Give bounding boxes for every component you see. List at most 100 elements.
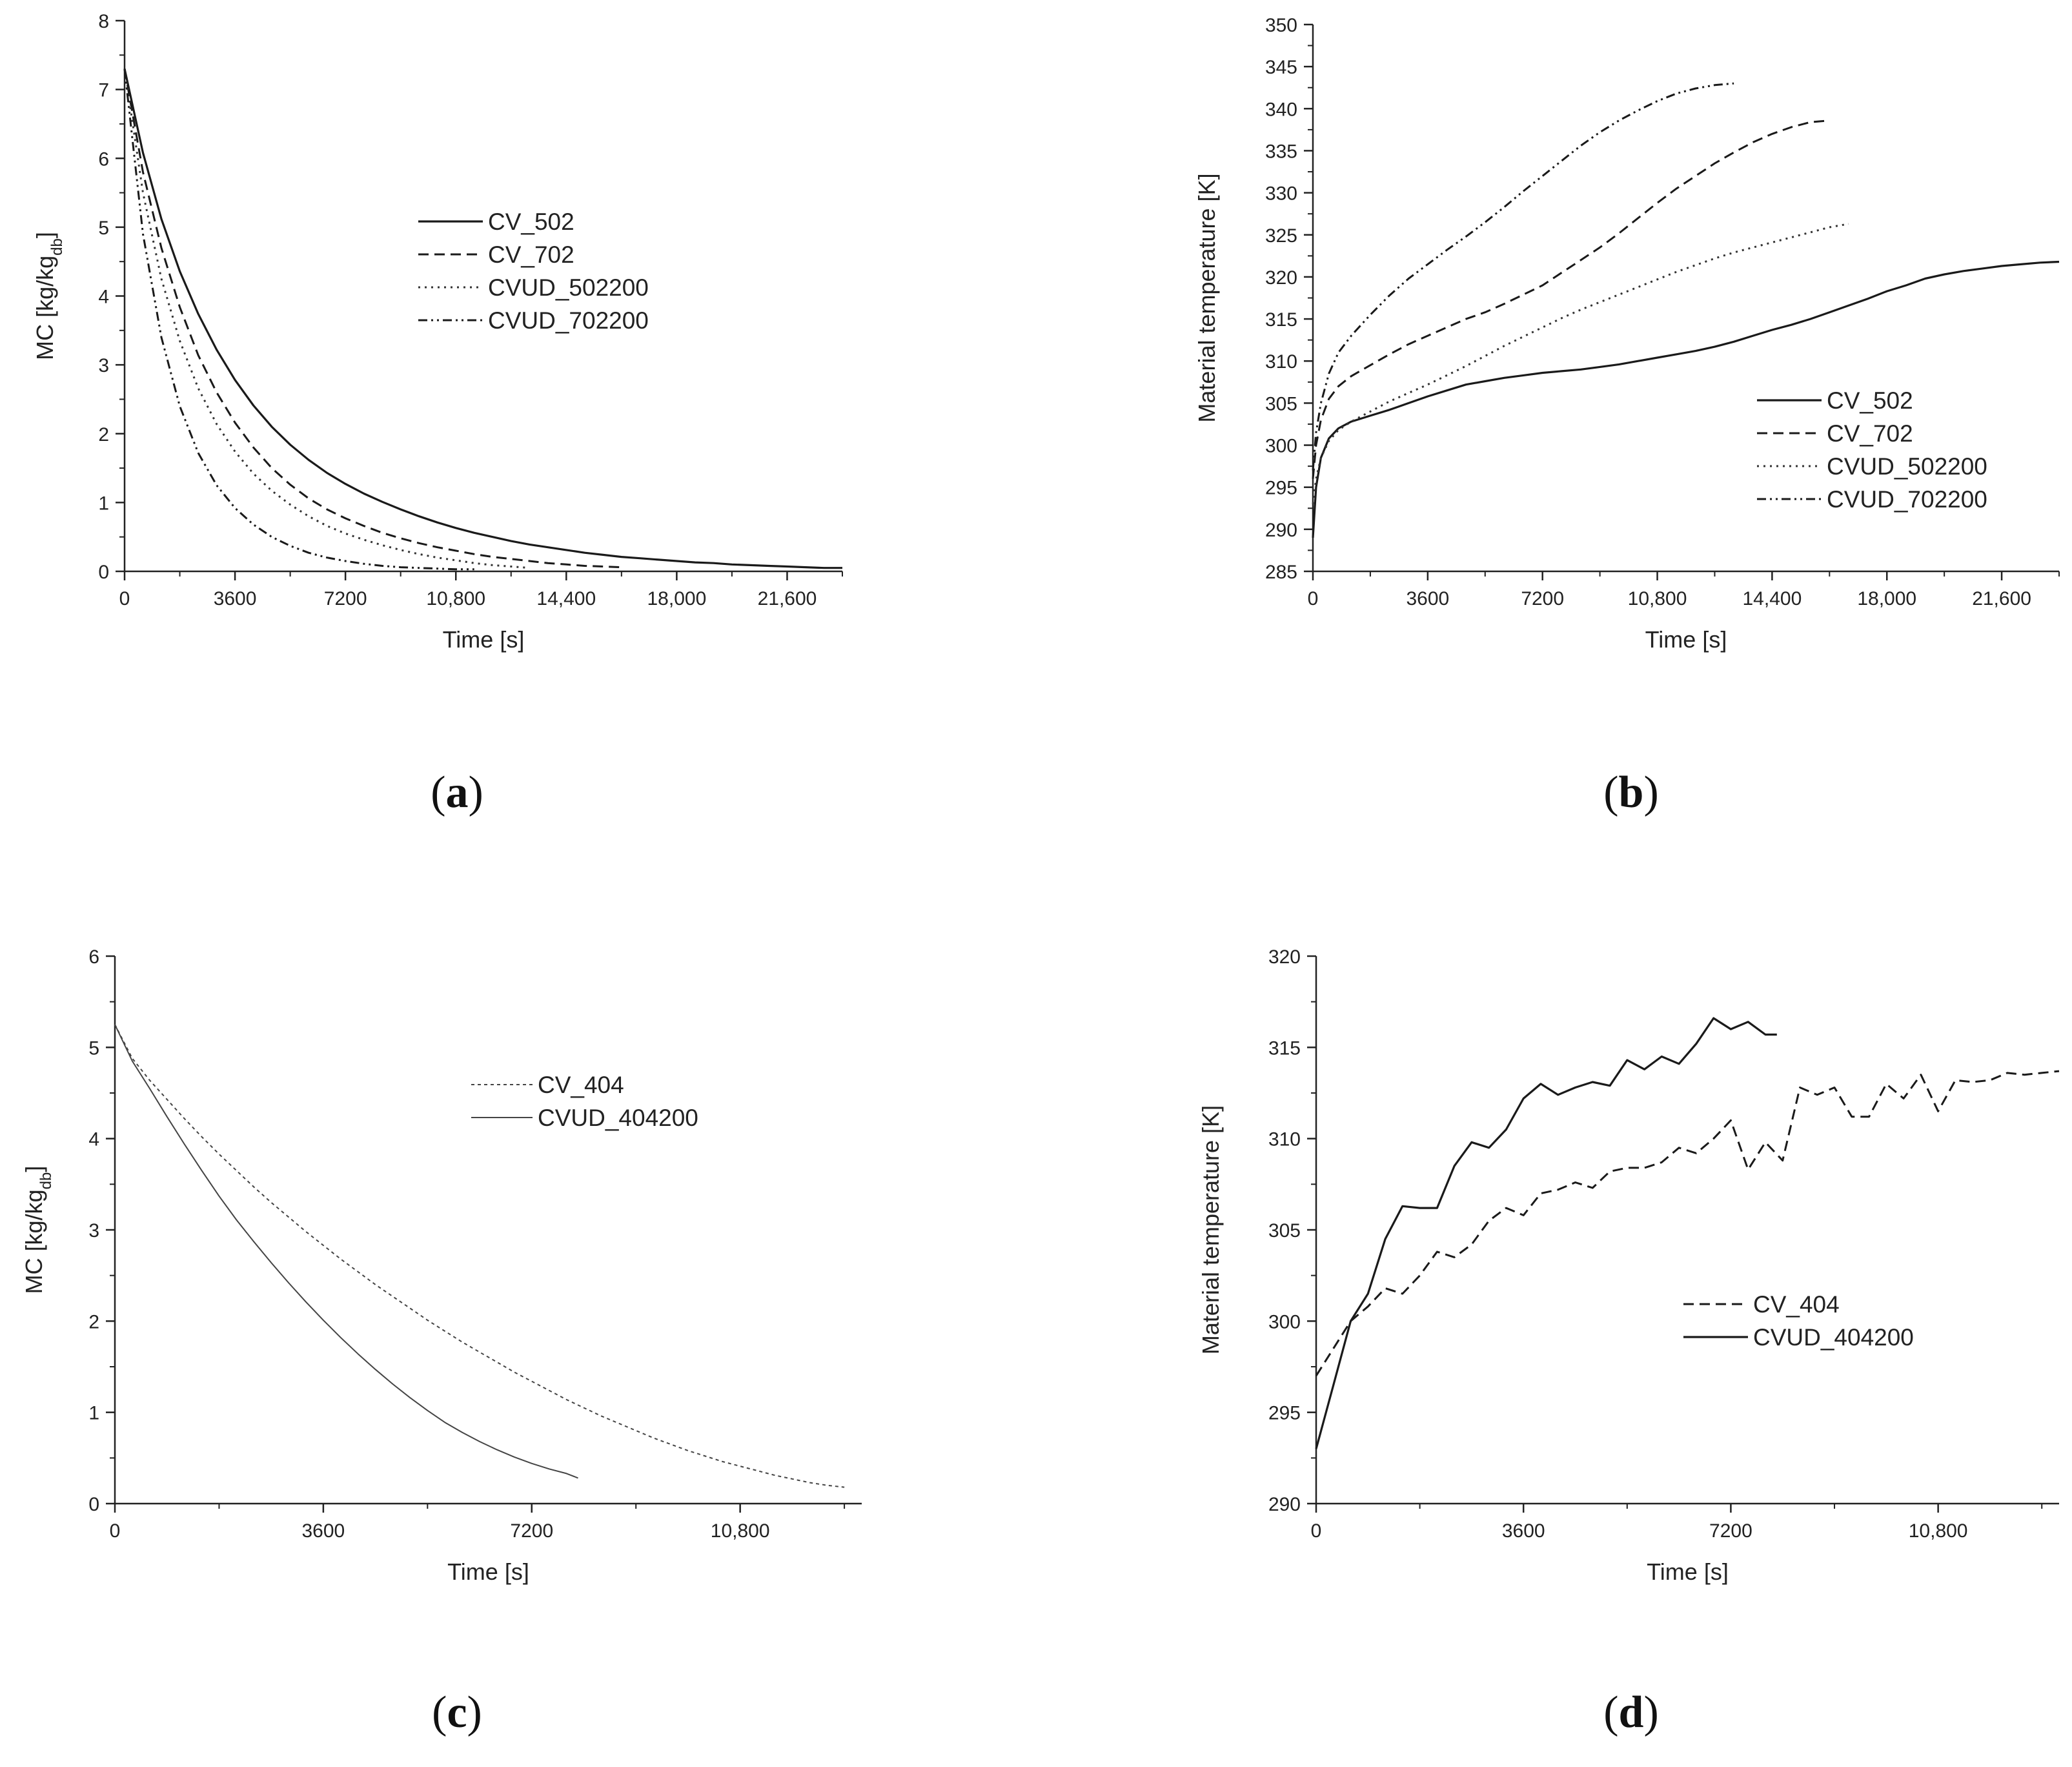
legend-label: CVUD_702200 xyxy=(488,307,649,334)
y-tick-label: 6 xyxy=(98,148,109,170)
x-tick-label: 3600 xyxy=(1502,1520,1545,1542)
legend-label: CVUD_502200 xyxy=(1827,453,1987,480)
y-tick-label: 310 xyxy=(1268,1129,1301,1150)
y-tick-label: 290 xyxy=(1268,1494,1301,1515)
y-tick-label: 290 xyxy=(1265,520,1297,541)
x-tick-label: 0 xyxy=(119,588,130,609)
series-line-cv-702 xyxy=(123,68,622,569)
series-line-cv-404 xyxy=(114,1024,845,1488)
y-tick-label: 295 xyxy=(1265,478,1297,499)
y-axis-label: Material temperature [K] xyxy=(1193,173,1220,422)
panel-label: (d) xyxy=(1603,1688,1659,1737)
chart-panel-b: 285 290 295 300 305 310 315 320 325 330 335 340 345 3… xyxy=(1193,15,2060,817)
legend-label: CVUD_404200 xyxy=(1753,1324,1914,1351)
y-tick-label: 340 xyxy=(1265,99,1297,120)
y-axis-label: Material temperature [K] xyxy=(1197,1105,1224,1354)
y-tick-label: 305 xyxy=(1268,1220,1301,1241)
series-line-cvud-502200 xyxy=(123,68,530,569)
x-tick-label: 7200 xyxy=(1521,588,1564,609)
y-tick-label: 4 xyxy=(98,287,109,308)
x-axis-label: Time [s] xyxy=(1645,626,1727,653)
panel-label: (c) xyxy=(432,1688,482,1737)
y-tick-label: 4 xyxy=(88,1129,99,1150)
y-tick-label: 305 xyxy=(1265,393,1297,414)
series-line-cvud-702200 xyxy=(123,68,474,571)
y-tick-label: 3 xyxy=(98,355,109,376)
series-line-cv-502 xyxy=(1312,260,2060,538)
panel-label: (a) xyxy=(431,768,483,817)
y-tick-label: 300 xyxy=(1265,436,1297,457)
series-line-cv-702 xyxy=(1312,119,1830,479)
series-line-cvud-502200 xyxy=(1312,223,1849,504)
legend-label: CV_404 xyxy=(1753,1291,1840,1318)
legend-label: CVUD_702200 xyxy=(1827,486,1987,513)
y-tick-label: 300 xyxy=(1268,1311,1301,1333)
y-tick-label: 345 xyxy=(1265,57,1297,78)
y-tick-label: 315 xyxy=(1265,309,1297,331)
x-tick-label: 7200 xyxy=(324,588,367,609)
legend-label: CV_502 xyxy=(1827,387,1913,414)
legend-label: CVUD_404200 xyxy=(538,1105,698,1131)
y-tick-label: 8 xyxy=(98,11,109,32)
x-tick-label: 10,800 xyxy=(1628,588,1687,609)
x-tick-label: 14,400 xyxy=(1743,588,1802,609)
y-tick-label: 315 xyxy=(1268,1037,1301,1059)
x-tick-label: 14,400 xyxy=(536,588,596,609)
panel-label: (b) xyxy=(1603,768,1659,817)
chart-panel-c: 0 1 2 3 4 5 6 0 3600 7200 10,800 Time [s] MC [kg/kgd… xyxy=(21,946,862,1737)
y-tick-label: 1 xyxy=(88,1403,99,1424)
series-line-cvud-404200 xyxy=(1315,1017,1777,1449)
x-tick-label: 18,000 xyxy=(1857,588,1916,609)
x-tick-label: 10,800 xyxy=(1909,1520,1968,1542)
y-tick-label: 320 xyxy=(1265,267,1297,289)
x-tick-label: 21,600 xyxy=(758,588,817,609)
y-tick-label: 5 xyxy=(88,1037,99,1059)
y-tick-label: 325 xyxy=(1265,225,1297,247)
y-tick-label: 3 xyxy=(88,1220,99,1241)
x-tick-label: 7200 xyxy=(510,1520,553,1542)
y-tick-label: 285 xyxy=(1265,562,1297,583)
y-tick-label: 295 xyxy=(1268,1403,1301,1424)
y-axis-label: MC [kg/kgdb] xyxy=(32,232,66,360)
series-line-cv-502 xyxy=(123,68,842,569)
x-tick-label: 21,600 xyxy=(1972,588,2031,609)
x-tick-label: 3600 xyxy=(302,1520,345,1542)
legend-label: CVUD_502200 xyxy=(488,274,649,301)
legend-label: CV_404 xyxy=(538,1072,624,1098)
x-tick-label: 10,800 xyxy=(426,588,485,609)
chart-panel-a: 0 1 2 3 4 5 6 7 8 0 3600 7200 10,800 14,400 18,000 21,6… xyxy=(32,11,843,817)
legend-label: CV_702 xyxy=(488,241,574,268)
x-tick-label: 18,000 xyxy=(647,588,707,609)
y-axis-label: MC [kg/kgdb] xyxy=(21,1166,55,1294)
series-line-cvud-404200 xyxy=(114,1024,578,1479)
x-tick-label: 7200 xyxy=(1709,1520,1752,1542)
x-tick-label: 0 xyxy=(1308,588,1319,609)
y-tick-label: 335 xyxy=(1265,141,1297,162)
y-tick-label: 0 xyxy=(98,562,109,583)
x-tick-label: 3600 xyxy=(1406,588,1449,609)
y-tick-label: 320 xyxy=(1268,946,1301,968)
y-tick-label: 310 xyxy=(1265,351,1297,373)
chart-panel-d: 290 295 300 305 310 315 320 0 3600 7200 10,800 Time… xyxy=(1197,946,2060,1737)
x-tick-label: 0 xyxy=(1311,1520,1322,1542)
x-tick-label: 0 xyxy=(110,1520,121,1542)
y-tick-label: 7 xyxy=(98,80,109,101)
y-tick-label: 350 xyxy=(1265,15,1297,36)
series-line-cv-404 xyxy=(1315,1070,2060,1376)
x-tick-label: 10,800 xyxy=(711,1520,770,1542)
x-tick-label: 3600 xyxy=(214,588,257,609)
y-tick-label: 1 xyxy=(98,493,109,514)
y-tick-label: 2 xyxy=(98,424,109,445)
y-tick-label: 0 xyxy=(88,1494,99,1515)
y-tick-label: 6 xyxy=(88,946,99,968)
y-tick-label: 330 xyxy=(1265,183,1297,205)
x-axis-label: Time [s] xyxy=(1647,1558,1729,1585)
legend-label: CV_702 xyxy=(1827,420,1913,447)
y-tick-label: 2 xyxy=(88,1311,99,1333)
y-tick-label: 5 xyxy=(98,218,109,239)
series-line-cvud-702200 xyxy=(1312,82,1734,471)
legend-label: CV_502 xyxy=(488,209,574,235)
x-axis-label: Time [s] xyxy=(447,1558,529,1585)
x-axis-label: Time [s] xyxy=(443,626,525,653)
